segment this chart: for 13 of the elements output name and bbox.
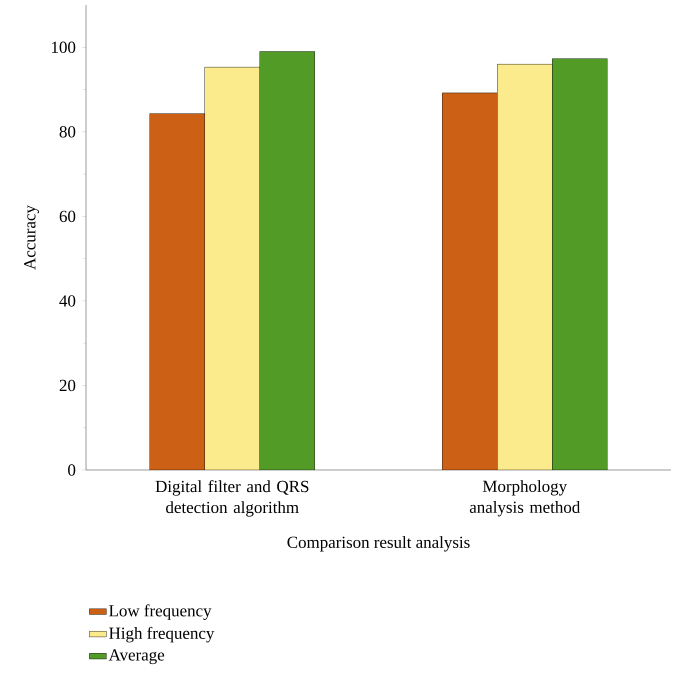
y-tick-label: 80: [60, 126, 76, 138]
x-tick-label: Digital filter and QRS detection algorithm: [156, 480, 308, 517]
y-tick-label: 20: [60, 380, 76, 392]
legend-label: Low frequency: [109, 604, 212, 620]
y-tick-label: 40: [59, 295, 76, 307]
legend-label: High frequency: [109, 626, 214, 642]
y-tick-label: 100: [52, 42, 76, 53]
x-tick-label: Morphology analysis method: [470, 480, 580, 516]
y-axis-title: Accuracy: [24, 205, 40, 270]
legend-label: Average: [108, 649, 164, 664]
x-axis-title: Comparison result analysis: [287, 536, 470, 552]
y-tick-label: 60: [60, 210, 76, 222]
y-tick-label: 0: [68, 464, 76, 476]
